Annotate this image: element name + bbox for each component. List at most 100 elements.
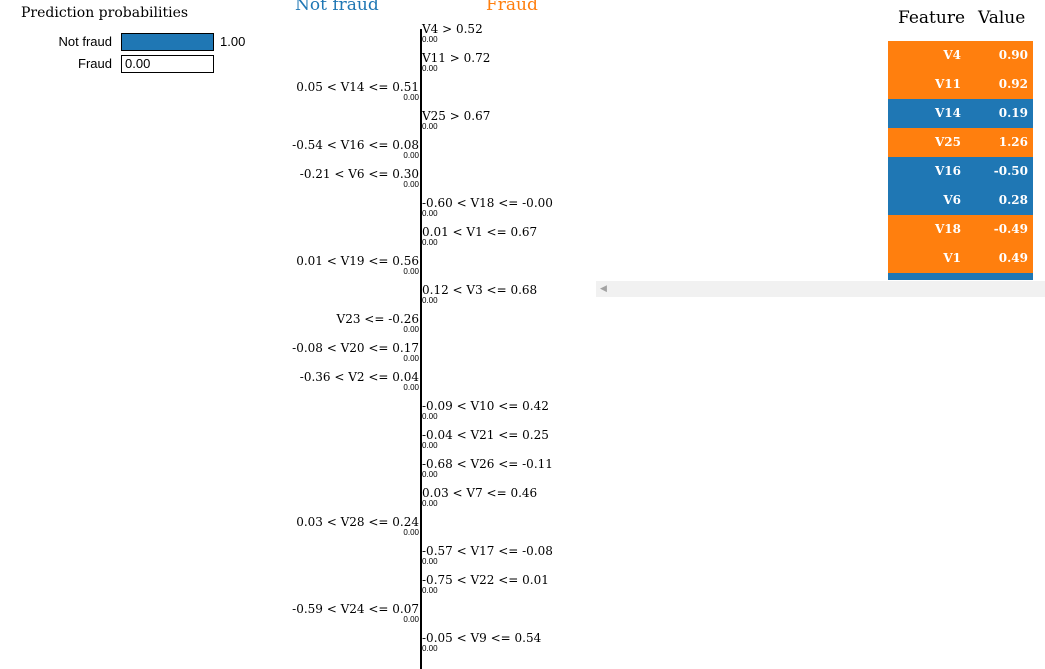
table-value-cell: 0.92 <box>998 77 1028 91</box>
table-row: V11 0.92 <box>888 70 1033 99</box>
feature-weight-label: 0.00 <box>403 615 419 624</box>
feature-weight-label: 0.00 <box>422 64 438 73</box>
feature-weight-label: 0.00 <box>403 151 419 160</box>
feature-condition: V4 > 0.52 0.00 <box>422 22 582 50</box>
table-row: V1 0.49 <box>888 244 1033 273</box>
feature-weight-label: 0.00 <box>422 499 438 508</box>
feature-weight-label: 0.00 <box>403 267 419 276</box>
feature-condition-label: 0.12 < V3 <= 0.68 <box>422 283 538 297</box>
probability-bar <box>121 33 214 51</box>
feature-condition-label: V23 <= -0.26 <box>336 312 419 326</box>
table-header-value: Value <box>978 8 1026 28</box>
feature-condition-label: V11 > 0.72 <box>422 51 491 65</box>
table-row: V18 -0.49 <box>888 215 1033 244</box>
probability-bar <box>121 55 214 73</box>
feature-condition: 0.01 < V19 <= 0.56 0.00 <box>290 254 419 282</box>
table-feature-cell: V6 <box>943 193 961 207</box>
table-feature-cell: V14 <box>934 106 961 120</box>
feature-condition-label: -0.57 < V17 <= -0.08 <box>422 544 553 558</box>
feature-condition: -0.59 < V24 <= 0.07 0.00 <box>290 602 419 630</box>
probability-bar-fill <box>122 34 213 50</box>
probability-value: 1.00 <box>220 34 246 49</box>
feature-condition-label: 0.03 < V28 <= 0.24 <box>296 515 419 529</box>
table-row <box>888 273 1033 280</box>
feature-condition: V23 <= -0.26 0.00 <box>290 312 419 340</box>
explanation-axis <box>420 29 422 669</box>
feature-condition-label: -0.05 < V9 <= 0.54 <box>422 631 542 645</box>
table-value-cell: 0.90 <box>998 48 1028 62</box>
scroll-left-arrow-icon[interactable]: ◀ <box>600 284 607 294</box>
probability-value: 0.00 <box>125 56 151 71</box>
probability-label: Not fraud <box>58 34 112 49</box>
feature-weight-label: 0.00 <box>422 441 438 450</box>
feature-condition-label: -0.21 < V6 <= 0.30 <box>299 167 419 181</box>
feature-condition-label: 0.01 < V1 <= 0.67 <box>422 225 538 239</box>
feature-condition: -0.09 < V10 <= 0.42 0.00 <box>422 399 582 427</box>
table-feature-cell: V18 <box>934 222 961 236</box>
feature-weight-label: 0.00 <box>403 180 419 189</box>
feature-weight-label: 0.00 <box>422 557 438 566</box>
feature-condition: 0.03 < V28 <= 0.24 0.00 <box>290 515 419 543</box>
feature-weight-label: 0.00 <box>403 354 419 363</box>
table-header-feature: Feature <box>898 8 966 28</box>
feature-condition: -0.21 < V6 <= 0.30 0.00 <box>290 167 419 195</box>
feature-weight-label: 0.00 <box>422 238 438 247</box>
feature-weight-label: 0.00 <box>403 528 419 537</box>
feature-value-table: Feature Value V4 0.90 V11 0.92 V14 0.19 V25 1.2… <box>888 0 1033 280</box>
feature-weight-label: 0.00 <box>422 35 438 44</box>
feature-condition-label: -0.60 < V18 <= -0.00 <box>422 196 553 210</box>
feature-condition-label: -0.75 < V22 <= 0.01 <box>422 573 549 587</box>
table-row: V14 0.19 <box>888 99 1033 128</box>
table-value-cell: 0.19 <box>998 106 1028 120</box>
table-feature-cell: V11 <box>934 77 961 91</box>
feature-condition: -0.54 < V16 <= 0.08 0.00 <box>290 138 419 166</box>
feature-condition-label: -0.04 < V21 <= 0.25 <box>422 428 549 442</box>
feature-condition-label: 0.05 < V14 <= 0.51 <box>296 80 419 94</box>
prediction-probabilities-title: Prediction probabilities <box>21 5 189 21</box>
table-row: V6 0.28 <box>888 186 1033 215</box>
feature-weight-label: 0.00 <box>422 296 438 305</box>
feature-condition: 0.01 < V1 <= 0.67 0.00 <box>422 225 582 253</box>
feature-condition-label: -0.09 < V10 <= 0.42 <box>422 399 549 413</box>
feature-condition: -0.57 < V17 <= -0.08 0.00 <box>422 544 582 572</box>
feature-weight-label: 0.00 <box>422 644 438 653</box>
feature-weight-label: 0.00 <box>403 325 419 334</box>
feature-condition: -0.75 < V22 <= 0.01 0.00 <box>422 573 582 601</box>
feature-condition: -0.05 < V9 <= 0.54 0.00 <box>422 631 582 659</box>
feature-condition: 0.05 < V14 <= 0.51 0.00 <box>290 80 419 108</box>
table-feature-cell: V4 <box>943 48 961 62</box>
feature-weight-label: 0.00 <box>422 586 438 595</box>
feature-weight-label: 0.00 <box>403 93 419 102</box>
table-value-cell: 0.49 <box>998 251 1028 265</box>
table-value-cell: 0.28 <box>998 193 1028 207</box>
feature-condition: 0.12 < V3 <= 0.68 0.00 <box>422 283 582 311</box>
feature-weight-label: 0.00 <box>422 122 438 131</box>
feature-condition: V11 > 0.72 0.00 <box>422 51 582 79</box>
horizontal-scrollbar[interactable]: ◀ <box>596 281 1045 297</box>
feature-condition: -0.36 < V2 <= 0.04 0.00 <box>290 370 419 398</box>
feature-condition-label: -0.08 < V20 <= 0.17 <box>292 341 419 355</box>
feature-weight-label: 0.00 <box>422 412 438 421</box>
table-feature-cell: V25 <box>934 135 961 149</box>
table-feature-cell: V16 <box>934 164 961 178</box>
feature-condition-label: 0.01 < V19 <= 0.56 <box>296 254 419 268</box>
feature-condition-label: -0.36 < V2 <= 0.04 <box>299 370 419 384</box>
feature-condition: -0.08 < V20 <= 0.17 0.00 <box>290 341 419 369</box>
feature-condition-label: V25 > 0.67 <box>422 109 491 123</box>
prediction-probabilities-panel: Prediction probabilities Not fraud 1.00 Fr… <box>0 0 290 90</box>
feature-condition-label: -0.68 < V26 <= -0.11 <box>422 457 553 471</box>
table-feature-cell: V1 <box>943 251 961 265</box>
table-row: V4 0.90 <box>888 41 1033 70</box>
probability-row: Fraud 0.00 <box>0 55 290 73</box>
table-row: V25 1.26 <box>888 128 1033 157</box>
probability-label: Fraud <box>78 56 112 71</box>
feature-condition-label: V4 > 0.52 <box>422 22 483 36</box>
table-value-cell: -0.49 <box>993 222 1028 236</box>
feature-condition: V25 > 0.67 0.00 <box>422 109 582 137</box>
feature-weight-label: 0.00 <box>422 470 438 479</box>
table-value-cell: -0.50 <box>993 164 1028 178</box>
feature-condition-label: 0.03 < V7 <= 0.46 <box>422 486 538 500</box>
table-value-cell: 1.26 <box>998 135 1028 149</box>
left-class-heading: Not fraud <box>295 0 379 15</box>
feature-weight-label: 0.00 <box>403 383 419 392</box>
